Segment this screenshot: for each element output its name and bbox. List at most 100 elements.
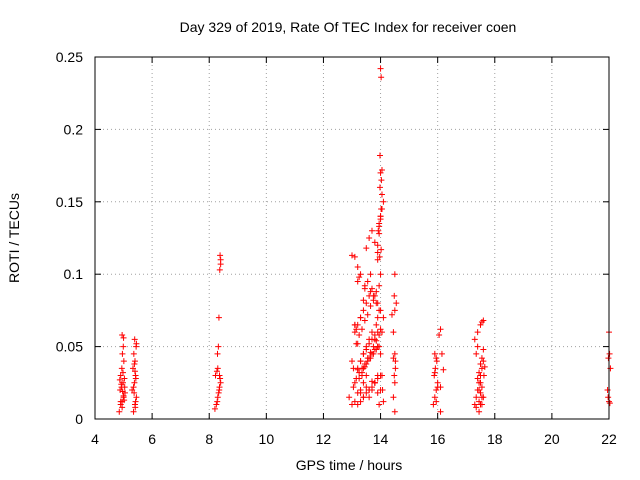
data-point [375,227,382,234]
data-point [351,329,358,336]
data-point [360,350,367,357]
data-point [371,346,378,353]
data-point [374,372,381,379]
data-point [378,246,385,253]
data-point [211,405,218,412]
data-point [216,266,223,273]
data-point [377,169,384,176]
data-point [604,387,611,394]
data-point [473,394,480,401]
data-point [476,408,483,415]
data-point [121,384,128,391]
data-point [366,387,373,394]
data-point [374,249,381,256]
data-point [214,365,221,372]
data-point [119,404,126,411]
data-point [481,363,488,370]
data-point [214,350,221,357]
data-point [120,392,127,399]
data-point [473,350,480,357]
y-tick-label: 0.2 [64,121,84,137]
data-point [363,389,370,396]
data-point [377,326,384,333]
data-point [368,350,375,357]
data-point [480,358,487,365]
data-point [217,375,224,382]
data-point [391,271,398,278]
data-point [215,343,222,350]
data-point [119,350,126,357]
x-tick-label: 6 [148,431,156,447]
data-points [116,65,614,415]
x-tick-label: 8 [205,431,213,447]
data-point [357,314,364,321]
data-point [354,340,361,347]
data-point [374,314,381,321]
data-point [378,166,385,173]
data-point [376,223,383,230]
data-point [376,401,383,408]
data-point [360,365,367,372]
data-point [378,191,385,198]
y-tick-label: 0.05 [56,339,83,355]
data-point [119,388,126,395]
data-point [215,389,222,396]
data-point [480,394,487,401]
data-point [391,379,398,386]
data-point [130,350,137,357]
data-point [431,372,438,379]
data-point [474,375,481,382]
data-point [118,381,125,388]
data-point [376,282,383,289]
data-point [476,369,483,376]
data-point [215,314,222,321]
data-point [391,307,398,314]
data-point [477,321,484,328]
data-point [358,326,365,333]
data-point [437,384,444,391]
data-point [351,398,358,405]
axis-ticks: 4 6 8 10 12 14 16 18 20 22 0 0.05 0.1 0.15 0.2 0.25 [56,49,617,447]
data-point [431,350,438,357]
data-point [380,314,387,321]
data-point [392,365,399,372]
data-point [474,329,481,336]
plot-frame [94,56,610,420]
data-point [214,394,221,401]
data-point [367,288,374,295]
data-point [390,329,397,336]
data-point [366,235,373,241]
data-point [605,355,612,362]
data-point [377,271,384,278]
data-point [368,336,375,343]
data-point [357,358,364,365]
data-point [436,332,443,339]
data-point [368,329,375,336]
y-tick-label: 0.15 [56,194,83,210]
data-point [351,321,358,328]
data-point [471,401,478,408]
data-point [360,307,367,314]
data-point [133,340,140,347]
data-point [357,398,364,405]
data-point [217,256,224,263]
data-point [437,326,444,333]
data-point [376,307,383,314]
data-point [606,400,613,407]
data-point [379,387,386,394]
data-point [368,285,375,292]
data-point [478,355,485,362]
data-point [361,282,368,289]
x-axis-label: GPS time / hours [296,457,403,473]
data-point [391,292,398,299]
y-tick-label: 0.1 [64,266,84,282]
data-point [374,242,381,249]
data-point [346,394,353,401]
data-point [132,398,139,405]
data-point [349,401,355,408]
data-point [354,263,361,270]
data-point [349,252,355,259]
data-point [373,288,380,295]
data-point [478,318,485,325]
data-point [432,365,439,372]
